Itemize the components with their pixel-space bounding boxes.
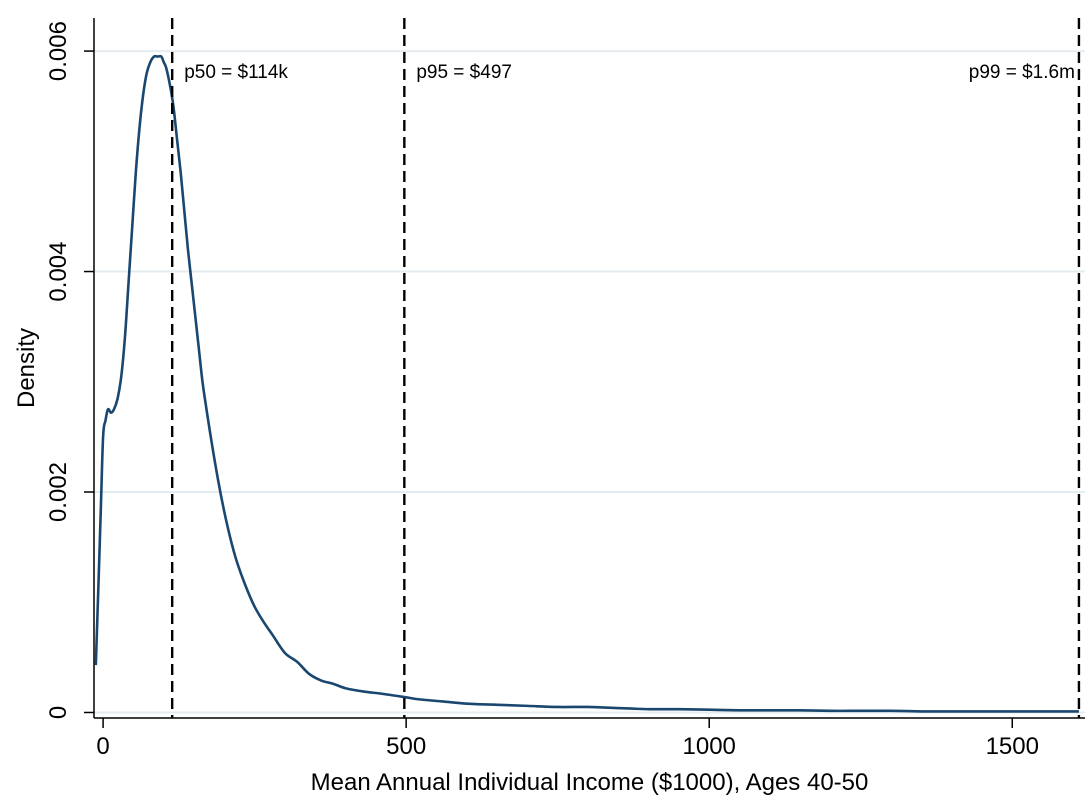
y-ticks: 0 0.002 0.004 0.006 — [45, 21, 94, 719]
x-ticks: 0 500 1000 1500 — [96, 718, 1039, 760]
percentile-label: p95 = $497 — [416, 62, 512, 83]
y-tick-label: 0.006 — [45, 21, 72, 81]
x-tick-label: 1000 — [683, 733, 736, 760]
y-tick-label: 0 — [45, 706, 72, 719]
y-tick-label: 0.004 — [45, 242, 72, 302]
gridlines — [94, 50, 1085, 714]
x-axis-title: Mean Annual Individual Income ($1000), A… — [311, 769, 869, 796]
x-tick-label: 1500 — [986, 733, 1039, 760]
y-tick-label: 0.002 — [45, 462, 72, 522]
axes — [93, 18, 1085, 719]
density-series — [94, 54, 1079, 713]
percentile-label: p50 = $114k — [184, 62, 288, 83]
y-axis-title: Density — [13, 328, 40, 408]
x-tick-label: 0 — [96, 733, 109, 760]
percentile-label: p99 = $1.6m — [969, 62, 1075, 83]
percentile-lines: p50 = $114k p95 = $497 p99 = $1.6m — [170, 18, 1081, 718]
x-tick-label: 500 — [386, 733, 426, 760]
density-line — [94, 54, 1079, 713]
